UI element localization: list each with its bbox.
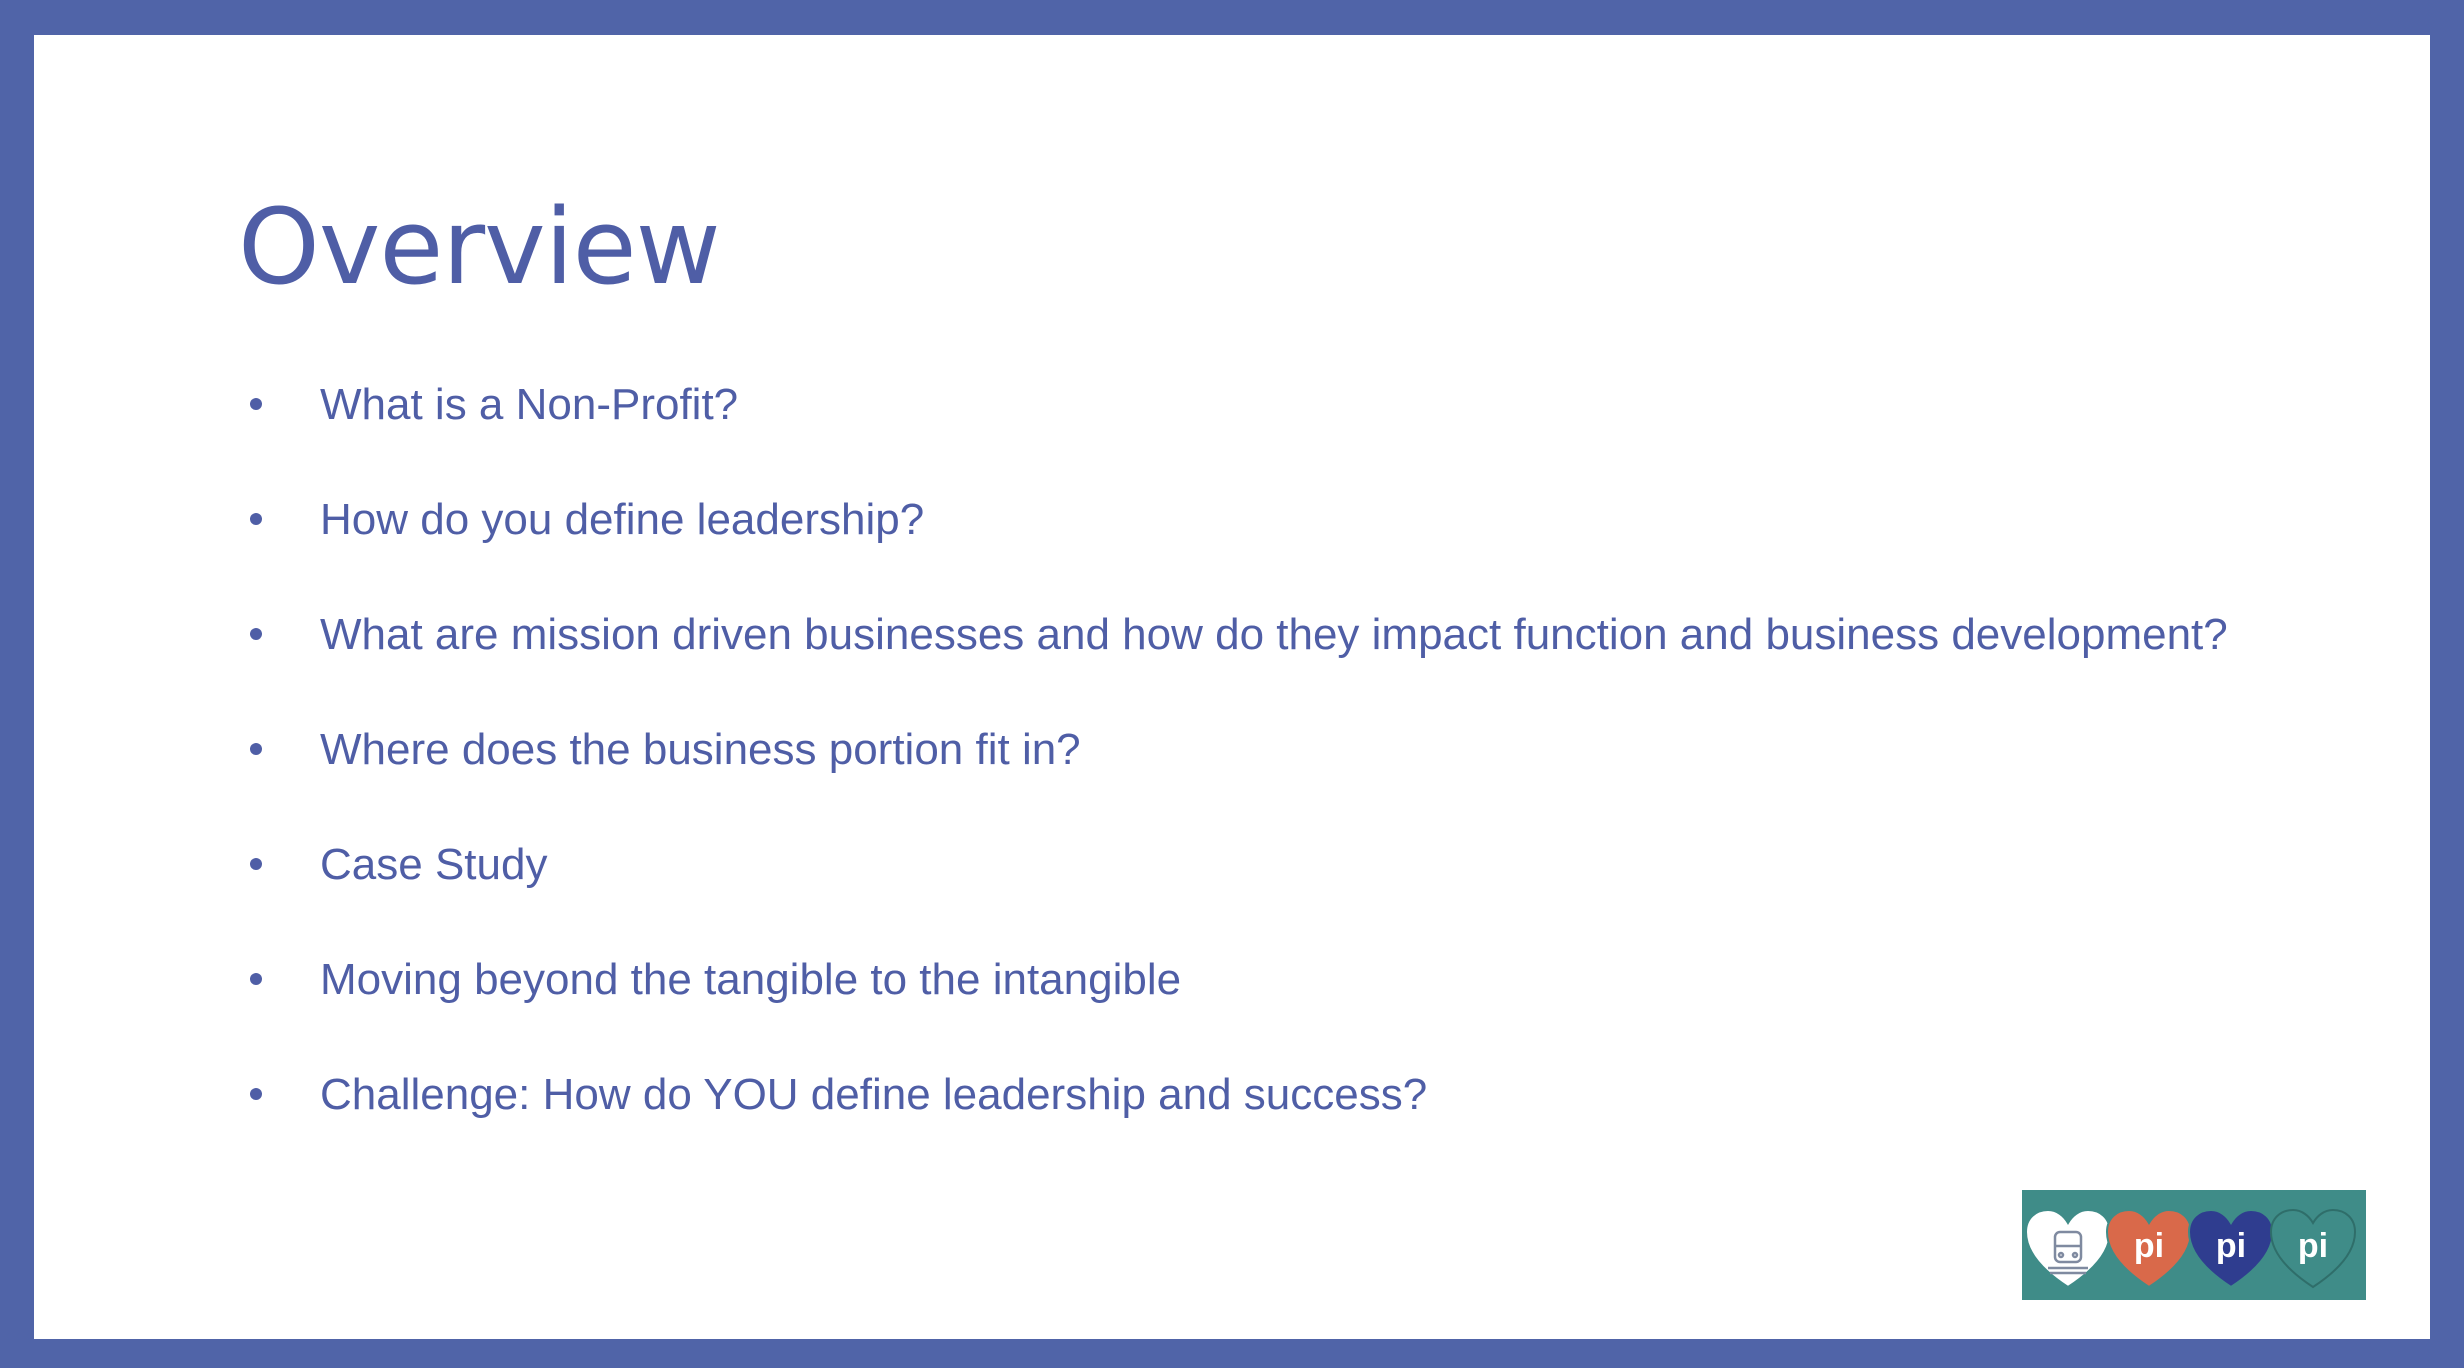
heart-orange-label: pi xyxy=(2134,1227,2164,1265)
bullet-text: What is a Non-Profit? xyxy=(320,380,739,429)
bus-icon xyxy=(2048,1230,2088,1275)
bullet-dot-icon xyxy=(250,628,262,640)
bullet-text: What are mission driven businesses and h… xyxy=(320,610,2228,659)
heart-teal: pi xyxy=(2269,1208,2357,1289)
bullet-item: Moving beyond the tangible to the intang… xyxy=(250,945,2228,1060)
bullet-text: Case Study xyxy=(320,840,548,889)
bullet-dot-icon xyxy=(250,858,262,870)
slide-title: Overview xyxy=(238,186,721,308)
heart-teal-label: pi xyxy=(2298,1227,2328,1265)
bullet-text: Where does the business portion fit in? xyxy=(320,725,1081,774)
bullet-dot-icon xyxy=(250,1088,262,1100)
organization-logo: pi pi pi xyxy=(2022,1190,2366,1300)
bullet-dot-icon xyxy=(250,743,262,755)
slide: Overview What is a Non-Profit? How do yo… xyxy=(34,35,2430,1339)
bullet-item: Challenge: How do YOU define leadership … xyxy=(250,1060,2228,1175)
heart-white xyxy=(2024,1208,2112,1289)
hearts-logo-graphic: pi pi pi xyxy=(2024,1208,2357,1289)
bullet-list: What is a Non-Profit? How do you define … xyxy=(250,370,2228,1175)
heart-orange: pi xyxy=(2105,1208,2193,1289)
bullet-text: Challenge: How do YOU define leadership … xyxy=(320,1070,1428,1119)
heart-navy-label: pi xyxy=(2216,1227,2246,1265)
bullet-item: Where does the business portion fit in? xyxy=(250,715,2228,830)
bullet-item: How do you define leadership? xyxy=(250,485,2228,600)
bullet-dot-icon xyxy=(250,973,262,985)
bullet-item: What are mission driven businesses and h… xyxy=(250,600,2228,715)
heart-navy: pi xyxy=(2187,1208,2275,1289)
bullet-text: Moving beyond the tangible to the intang… xyxy=(320,955,1182,1004)
bullet-item: Case Study xyxy=(250,830,2228,945)
bullet-dot-icon xyxy=(250,513,262,525)
bullet-dot-icon xyxy=(250,398,262,410)
bullet-text: How do you define leadership? xyxy=(320,495,925,544)
bullet-item: What is a Non-Profit? xyxy=(250,370,2228,485)
